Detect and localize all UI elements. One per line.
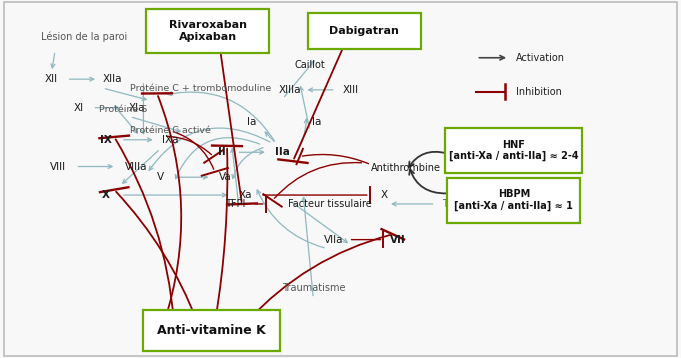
Text: XIIIa: XIIIa (279, 85, 301, 95)
Text: Facteur tissulaire: Facteur tissulaire (289, 199, 373, 209)
Text: Traumatisme: Traumatisme (281, 283, 345, 293)
Text: Activation: Activation (516, 53, 565, 63)
Text: Ia: Ia (247, 117, 257, 127)
Text: TFPI: TFPI (225, 199, 245, 209)
Text: VIIIa: VIIIa (125, 161, 148, 171)
Text: Antithrombine: Antithrombine (371, 163, 441, 173)
Text: VIII: VIII (50, 161, 67, 171)
FancyBboxPatch shape (447, 178, 580, 223)
Text: IXa: IXa (162, 135, 179, 145)
Text: II: II (218, 147, 225, 157)
Text: IX: IX (100, 135, 112, 145)
Text: HNF
[anti-Xa / anti-IIa] ≈ 2-4: HNF [anti-Xa / anti-IIa] ≈ 2-4 (449, 140, 579, 161)
Text: XII: XII (45, 74, 59, 84)
Text: Lésion de la paroi: Lésion de la paroi (42, 31, 128, 42)
FancyBboxPatch shape (308, 13, 421, 49)
Text: Protéine S: Protéine S (99, 105, 148, 114)
Text: X: X (381, 190, 388, 200)
Text: XIII: XIII (343, 85, 359, 95)
Text: Caillot: Caillot (295, 60, 326, 70)
Text: VII: VII (390, 234, 406, 245)
Text: IIa: IIa (275, 147, 290, 157)
Text: Rivaroxaban
Apixaban: Rivaroxaban Apixaban (169, 20, 247, 42)
Text: Protéine C + trombomoduline: Protéine C + trombomoduline (130, 83, 271, 93)
Text: XIIa: XIIa (103, 74, 123, 84)
Text: Xa: Xa (238, 190, 252, 200)
Text: XIa: XIa (128, 103, 145, 113)
Text: V: V (157, 172, 164, 182)
Text: Inhibition: Inhibition (516, 87, 562, 97)
Text: Dabigatran: Dabigatran (330, 26, 399, 36)
Text: VIIa: VIIa (324, 234, 343, 245)
Text: XI: XI (74, 103, 84, 113)
Text: Anti-vitamine K: Anti-vitamine K (157, 324, 266, 337)
Text: Protéine C activé: Protéine C activé (130, 126, 210, 135)
Text: HBPM
[anti-Xa / anti-IIa] ≈ 1: HBPM [anti-Xa / anti-IIa] ≈ 1 (454, 189, 573, 211)
FancyBboxPatch shape (146, 9, 270, 53)
FancyBboxPatch shape (445, 128, 582, 173)
Text: Traumatisme: Traumatisme (443, 199, 506, 209)
FancyBboxPatch shape (143, 310, 280, 351)
Text: Va: Va (219, 172, 232, 182)
Text: X: X (102, 190, 110, 200)
Text: Ia: Ia (312, 117, 321, 127)
